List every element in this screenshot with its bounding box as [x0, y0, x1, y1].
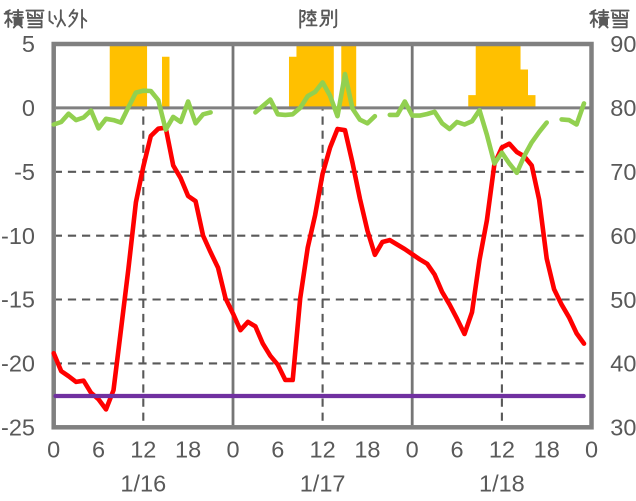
svg-text:90: 90 [610, 31, 636, 57]
svg-text:1/16: 1/16 [120, 471, 166, 497]
svg-text:6: 6 [271, 437, 284, 463]
svg-text:18: 18 [534, 437, 560, 463]
svg-text:50: 50 [610, 287, 636, 313]
svg-text:6: 6 [92, 437, 105, 463]
svg-text:1/18: 1/18 [479, 471, 525, 497]
svg-text:40: 40 [610, 351, 636, 377]
svg-text:-5: -5 [14, 159, 35, 185]
svg-text:12: 12 [130, 437, 156, 463]
svg-text:6: 6 [450, 437, 463, 463]
svg-text:0: 0 [22, 95, 35, 121]
svg-text:0: 0 [47, 437, 60, 463]
svg-text:30: 30 [610, 415, 636, 441]
svg-text:-15: -15 [1, 287, 35, 313]
svg-text:70: 70 [610, 159, 636, 185]
svg-text:80: 80 [610, 95, 636, 121]
svg-text:-20: -20 [1, 351, 35, 377]
svg-text:-25: -25 [1, 414, 35, 440]
svg-text:0: 0 [406, 437, 419, 463]
svg-text:1/17: 1/17 [300, 471, 346, 497]
svg-text:0: 0 [585, 437, 598, 463]
svg-text:12: 12 [310, 437, 336, 463]
svg-text:-10: -10 [1, 223, 35, 249]
svg-text:5: 5 [22, 31, 35, 57]
svg-text:12: 12 [489, 437, 515, 463]
svg-text:18: 18 [354, 437, 380, 463]
svg-text:0: 0 [226, 437, 239, 463]
svg-text:18: 18 [175, 437, 201, 463]
svg-text:60: 60 [610, 223, 636, 249]
